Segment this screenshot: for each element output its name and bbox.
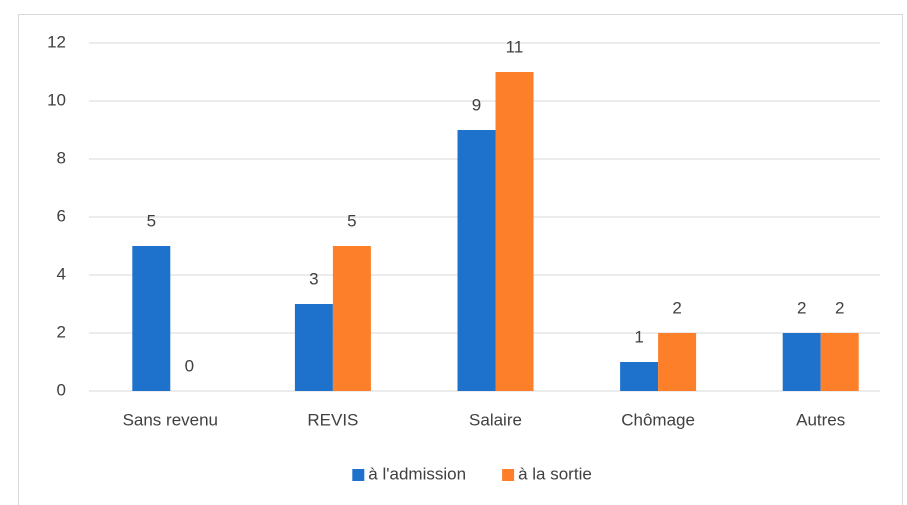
data-label: 5 — [147, 211, 156, 230]
chart-border — [18, 14, 903, 505]
x-tick-label: Autres — [796, 410, 845, 429]
y-tick-label: 12 — [47, 32, 66, 51]
bar — [294, 304, 333, 391]
x-tick-label: Chômage — [621, 410, 695, 429]
x-tick-label: Salaire — [469, 410, 522, 429]
bar — [782, 333, 821, 391]
x-tick-label: Sans revenu — [123, 410, 218, 429]
bar — [620, 362, 659, 391]
bar — [820, 333, 859, 391]
legend-label: à l'admission — [368, 464, 466, 483]
y-tick-label: 0 — [57, 380, 66, 399]
bar — [332, 246, 371, 391]
x-tick-label: REVIS — [307, 410, 358, 429]
data-label: 3 — [309, 269, 318, 288]
data-label: 2 — [797, 298, 806, 317]
data-label: 9 — [472, 95, 481, 114]
legend-swatch — [352, 469, 365, 481]
data-label: 1 — [634, 327, 643, 346]
y-tick-label: 8 — [57, 148, 66, 167]
y-tick-label: 4 — [57, 264, 66, 283]
data-label: 0 — [185, 356, 194, 375]
bar — [132, 246, 171, 391]
legend-label: à la sortie — [518, 464, 592, 483]
bar — [658, 333, 697, 391]
data-label: 5 — [347, 211, 356, 230]
y-tick-label: 10 — [47, 90, 66, 109]
data-label: 11 — [506, 37, 524, 56]
y-tick-label: 2 — [57, 322, 66, 341]
data-label: 2 — [835, 298, 844, 317]
legend-swatch — [502, 469, 515, 481]
data-label: 2 — [672, 298, 681, 317]
bar — [495, 72, 534, 391]
y-tick-label: 6 — [57, 206, 66, 225]
bar — [457, 130, 496, 391]
